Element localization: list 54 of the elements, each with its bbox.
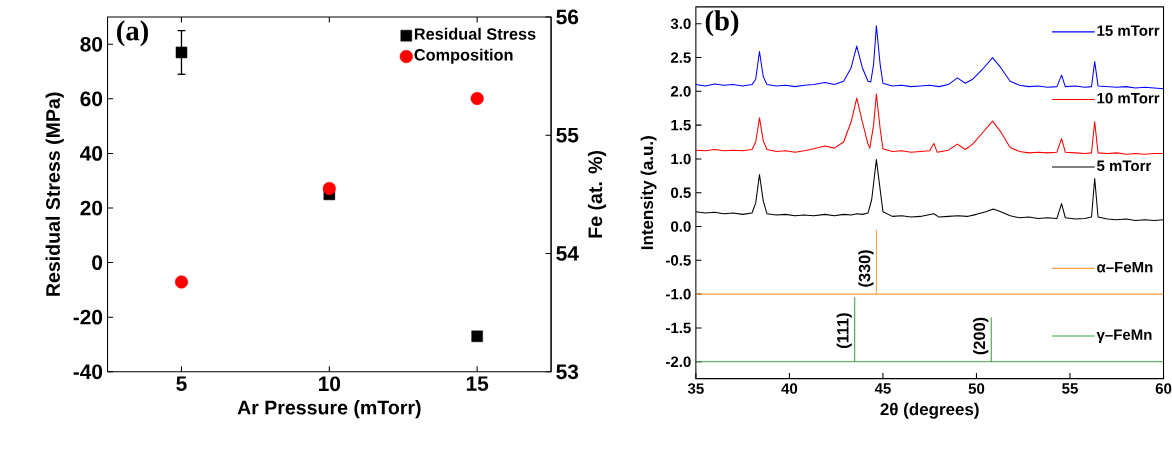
y-tick-label: -20 [73,309,103,325]
legend-label: 15 mTorr [1097,25,1160,36]
annotation: (330) [858,250,874,287]
x-tick-label: 50 [968,383,985,394]
y-axis-title: Residual Stress (MPa) [45,92,64,296]
legend-label: γ–FeMn [1096,329,1152,343]
x-tick-label: 15 [466,376,489,391]
y-axis-title: Intensity (a.u.) [640,136,657,250]
legend-label: α–FeMn [1097,261,1153,273]
y-tick-label: 20 [80,200,103,216]
legend-label: Composition [414,48,513,64]
y-tick-label: 1.5 [671,119,691,131]
legend-label: 10 mTorr [1097,92,1160,104]
point [174,275,188,289]
x-tick-label: 60 [1155,383,1172,394]
y2-tick-label: 55 [556,127,579,143]
point [470,92,484,106]
annotation: (a) [117,20,148,47]
x-tick-label: 40 [781,383,798,394]
y-tick-label: -0.5 [666,255,691,266]
y-tick-label: 0 [92,255,103,270]
y2-axis-title: Fe (at. %) [587,150,607,238]
y-tick-label: 0.5 [671,187,691,199]
x-axis-title: 2θ (degrees) [880,402,979,419]
y-tick-label: 60 [80,91,103,107]
legend-label: 5 mTorr [1097,160,1152,172]
line-series [695,93,1164,155]
x-tick-label: 55 [1062,383,1078,394]
y-tick-label: 80 [80,36,103,52]
x-tick-label: 10 [319,376,341,392]
x-tick-label: 5 [176,376,187,391]
y2-tick-label: 53 [556,364,579,380]
annotation: (111) [836,313,852,348]
y-tick-label: 1.0 [671,153,691,165]
legend-label: Residual Stress [414,27,536,40]
point [175,46,188,59]
x-tick-label: 35 [687,383,704,394]
y2-tick-label: 56 [556,9,579,25]
y-tick-label: 2.0 [670,86,691,97]
annotation: (200) [973,317,989,355]
x-tick-label: 45 [874,383,891,394]
y-tick-label: -40 [73,364,103,380]
point [471,330,483,343]
y-tick-label: 40 [80,146,103,161]
y-tick-label: -1.0 [666,288,691,300]
y-tick-label: -2.0 [666,356,691,368]
y2-tick-label: 54 [556,246,579,261]
x-axis-title: Ar Pressure (mTorr) [237,400,421,419]
y-tick-label: -1.5 [666,322,691,334]
point [322,181,336,195]
y-tick-label: 3.0 [670,18,691,30]
annotation: (b) [705,10,739,37]
y-tick-label: 0.0 [671,221,691,232]
y-tick-label: 2.5 [670,52,691,63]
